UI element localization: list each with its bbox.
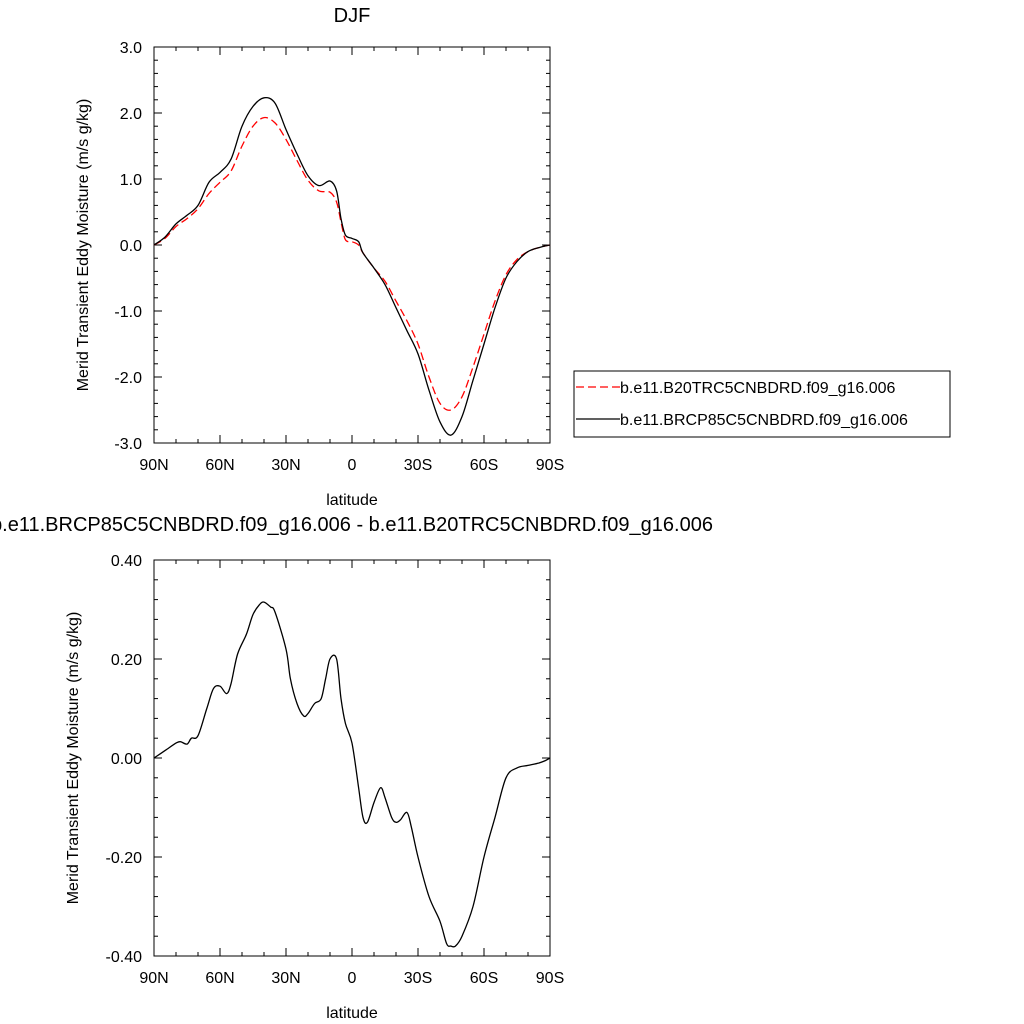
top-x-tick-label: 60N: [205, 457, 234, 474]
bottom-y-axis-label: Merid Transient Eddy Moisture (m/s g/kg): [65, 612, 82, 905]
bottom-series-line-0: [153, 601, 551, 948]
top-x-tick-label: 90N: [139, 457, 168, 474]
bottom-x-tick-label: 30S: [404, 970, 432, 987]
bottom-y-ticks: 0.40 0.20 0.00 -0.20 -0.40: [106, 553, 550, 966]
top-y-tick-label: 3.0: [120, 40, 142, 57]
bottom-x-ticks: 90N 60N 30N 0 30S 60S 90S: [139, 560, 564, 987]
top-x-axis-label: latitude: [326, 492, 378, 509]
bottom-y-tick-label: -0.40: [106, 949, 143, 966]
top-y-tick-label: 0.0: [120, 238, 142, 255]
top-plot-frame: [153, 46, 551, 444]
bottom-series: [153, 601, 551, 948]
top-y-tick-label: -1.0: [114, 304, 142, 321]
top-chart: DJF 3.0 2.0 1.0 0.0 -1.0 -2.0 -3.0 90N 60N 30N 0 3…: [75, 5, 951, 509]
bottom-x-tick-label: 0: [348, 970, 357, 987]
top-x-ticks: 90N 60N 30N 0 30S 60S 90S: [139, 47, 564, 474]
bottom-chart-title: b.e11.BRCP85C5CNBDRD.f09_g16.006 - b.e11…: [0, 514, 713, 536]
top-x-tick-label: 60S: [470, 457, 498, 474]
bottom-y-tick-label: 0.40: [111, 553, 142, 570]
bottom-plot-frame: [153, 559, 551, 957]
bottom-x-tick-label: 90N: [139, 970, 168, 987]
legend-label-brcp85c5: b.e11.BRCP85C5CNBDRD.f09_g16.006: [620, 412, 908, 429]
top-series-line-1: [153, 97, 551, 436]
top-x-tick-label: 30S: [404, 457, 432, 474]
bottom-chart: b.e11.BRCP85C5CNBDRD.f09_g16.006 - b.e11…: [0, 514, 713, 1022]
top-x-tick-label: 90S: [536, 457, 564, 474]
top-y-axis-label: Merid Transient Eddy Moisture (m/s g/kg): [75, 99, 92, 392]
bottom-x-tick-label: 90S: [536, 970, 564, 987]
top-x-tick-label: 30N: [271, 457, 300, 474]
bottom-x-tick-label: 60S: [470, 970, 498, 987]
top-series-line-0: [153, 116, 551, 411]
bottom-y-tick-label: 0.20: [111, 652, 142, 669]
bottom-x-tick-label: 60N: [205, 970, 234, 987]
bottom-y-tick-label: -0.20: [106, 850, 143, 867]
legend-box: [573, 370, 951, 438]
top-y-tick-label: -2.0: [114, 370, 142, 387]
top-x-tick-label: 0: [348, 457, 357, 474]
top-series: [153, 97, 551, 436]
top-y-tick-label: 2.0: [120, 106, 142, 123]
bottom-y-tick-label: 0.00: [111, 751, 142, 768]
top-y-ticks: 3.0 2.0 1.0 0.0 -1.0 -2.0 -3.0: [114, 40, 550, 453]
top-chart-title: DJF: [334, 5, 371, 27]
bottom-x-tick-label: 30N: [271, 970, 300, 987]
top-y-tick-label: -3.0: [114, 436, 142, 453]
legend-label-b20trc5: b.e11.B20TRC5CNBDRD.f09_g16.006: [620, 380, 896, 397]
top-y-tick-label: 1.0: [120, 172, 142, 189]
bottom-x-axis-label: latitude: [326, 1005, 378, 1022]
legend: b.e11.B20TRC5CNBDRD.f09_g16.006 b.e11.BR…: [573, 370, 951, 438]
